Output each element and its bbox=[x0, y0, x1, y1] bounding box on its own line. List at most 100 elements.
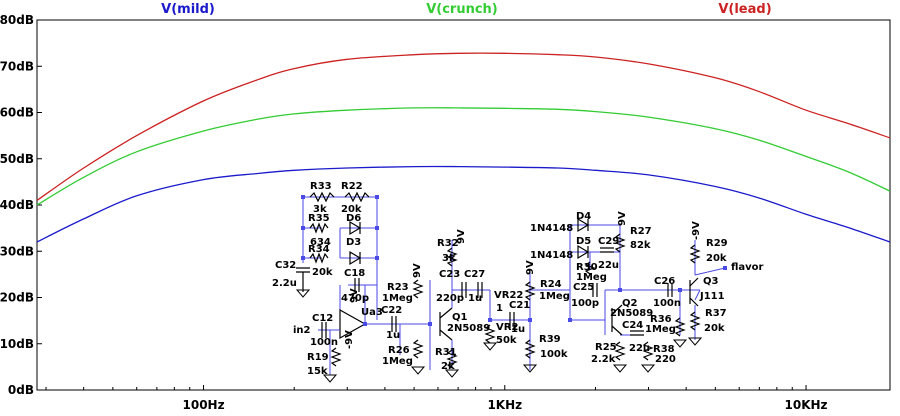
transistor-Q3 bbox=[689, 277, 699, 307]
label-D3: D3 bbox=[346, 237, 361, 248]
label-C32: C32 bbox=[275, 260, 296, 271]
series-lines bbox=[36, 52, 891, 243]
resistor-R38 bbox=[642, 341, 654, 361]
y-axis: 0dB 10dB 20dB 30dB 40dB 50dB 60dB 70dB 80dB bbox=[0, 13, 42, 397]
x-tick-label: 10KHz bbox=[785, 398, 828, 412]
series-line bbox=[36, 165, 891, 243]
label-D5: D5 bbox=[576, 236, 591, 247]
value-D4: 1N4148 bbox=[530, 223, 573, 234]
y-tick-label: 0dB bbox=[8, 383, 34, 397]
label-C12: C12 bbox=[312, 313, 333, 324]
label-C29: C29 bbox=[598, 236, 619, 247]
label-R31: R31 bbox=[435, 347, 457, 358]
rail-r32: 9V bbox=[456, 229, 467, 244]
resistor-R25 bbox=[614, 341, 626, 361]
value-R27: 82k bbox=[630, 240, 651, 251]
y-tick-label: 40dB bbox=[0, 198, 34, 212]
label-C25: C25 bbox=[573, 282, 594, 293]
diode-D5 bbox=[577, 244, 590, 260]
junction-nodes bbox=[301, 195, 727, 326]
capacitor-C18 bbox=[354, 278, 360, 292]
circuit-schematic: R33 R22 3k 20k R35 D6 634 R34 D3 C32 20k… bbox=[272, 181, 764, 383]
value-R33: 3k bbox=[313, 204, 327, 215]
value-R36: 1Meg bbox=[645, 324, 676, 335]
transistor-Q1 bbox=[439, 307, 453, 341]
resistor-R30 bbox=[584, 261, 596, 275]
diode-D4 bbox=[577, 217, 590, 233]
diode-D3 bbox=[349, 250, 362, 266]
y-tick-label: 60dB bbox=[0, 106, 34, 120]
label-R32: R32 bbox=[437, 238, 459, 249]
y-tick-label: 50dB bbox=[0, 152, 34, 166]
label-D4: D4 bbox=[576, 211, 591, 222]
label-R34: R34 bbox=[308, 244, 330, 255]
resistor-R24 bbox=[524, 281, 536, 301]
value-R24: 1Meg bbox=[539, 291, 570, 302]
label-C24: C24 bbox=[622, 320, 643, 331]
value-C24: 22u bbox=[629, 343, 650, 354]
label-R35: R35 bbox=[308, 213, 330, 224]
resistor-R23 bbox=[412, 279, 424, 299]
value-R31: 2k bbox=[441, 361, 455, 372]
value-C23: 220p bbox=[436, 293, 464, 304]
value-R30: 1Meg bbox=[576, 272, 607, 283]
resistor-R32 bbox=[446, 247, 458, 267]
wire-clipper bbox=[569, 224, 665, 336]
resistor-R31 bbox=[446, 349, 458, 369]
capacitor-C25 bbox=[592, 283, 598, 297]
rail-opamp-pos: 9V bbox=[349, 288, 360, 303]
label-D6: D6 bbox=[346, 213, 361, 224]
wire-output bbox=[665, 240, 726, 340]
legend-entry: V(lead) bbox=[718, 2, 771, 17]
label-VR22: VR22 bbox=[494, 290, 523, 301]
resistor-R29 bbox=[689, 244, 701, 264]
value-C12: 100n bbox=[310, 337, 338, 348]
label-C18: C18 bbox=[344, 268, 365, 279]
resistor-R19 bbox=[330, 347, 342, 367]
label-R24: R24 bbox=[540, 279, 562, 290]
legend-entry: V(mild) bbox=[161, 2, 215, 17]
value-C21: 1u bbox=[511, 324, 525, 335]
value-R39: 100k bbox=[540, 349, 568, 360]
label-R25: R25 bbox=[595, 342, 617, 353]
capacitor-C26 bbox=[667, 283, 673, 297]
opamp-U3 bbox=[339, 308, 367, 340]
x-tick-label: 1KHz bbox=[487, 398, 522, 412]
value-R32: 3k bbox=[442, 253, 456, 264]
legend: V(mild) V(crunch) V(lead) bbox=[161, 2, 772, 17]
capacitor-C12 bbox=[321, 322, 327, 338]
capacitor-C23 bbox=[461, 282, 467, 298]
resistor-R22 bbox=[344, 191, 370, 203]
label-R26: R26 bbox=[388, 345, 410, 356]
value-C26: 100n bbox=[653, 298, 681, 309]
resistor-R34 bbox=[309, 252, 329, 264]
series-line bbox=[36, 107, 891, 206]
y-tick-label: 80dB bbox=[0, 13, 34, 27]
label-R19: R19 bbox=[307, 352, 329, 363]
capacitor-C27 bbox=[477, 282, 483, 298]
resistor-R33 bbox=[309, 191, 335, 203]
x-tick-label: 100Hz bbox=[183, 398, 225, 412]
potentiometer-VR2 bbox=[484, 324, 496, 344]
label-R39: R39 bbox=[539, 334, 561, 345]
label-Q2: Q2 bbox=[622, 298, 638, 309]
label-VR2: VR2 bbox=[496, 322, 518, 333]
value-C32: 2.2u bbox=[272, 278, 297, 289]
value-Q2: 2N5089 bbox=[610, 308, 653, 319]
value-R22: 20k bbox=[341, 204, 362, 215]
value-R19: 15k bbox=[307, 366, 328, 377]
value-C29: 22u bbox=[598, 260, 619, 271]
diode-D6 bbox=[349, 220, 362, 236]
transistor-Q2 bbox=[611, 304, 623, 336]
resistor-R26 bbox=[412, 339, 424, 359]
label-R30: R30 bbox=[576, 262, 598, 273]
value-C27: 1u bbox=[468, 293, 482, 304]
rail-r29: -9V bbox=[691, 221, 702, 240]
value-D5: 1N4148 bbox=[530, 250, 573, 261]
series-line bbox=[36, 52, 891, 201]
y-tick-label: 20dB bbox=[0, 291, 34, 305]
resistor-R39 bbox=[524, 339, 536, 359]
label-Q3: Q3 bbox=[703, 276, 719, 287]
y-tick-label: 70dB bbox=[0, 59, 34, 73]
